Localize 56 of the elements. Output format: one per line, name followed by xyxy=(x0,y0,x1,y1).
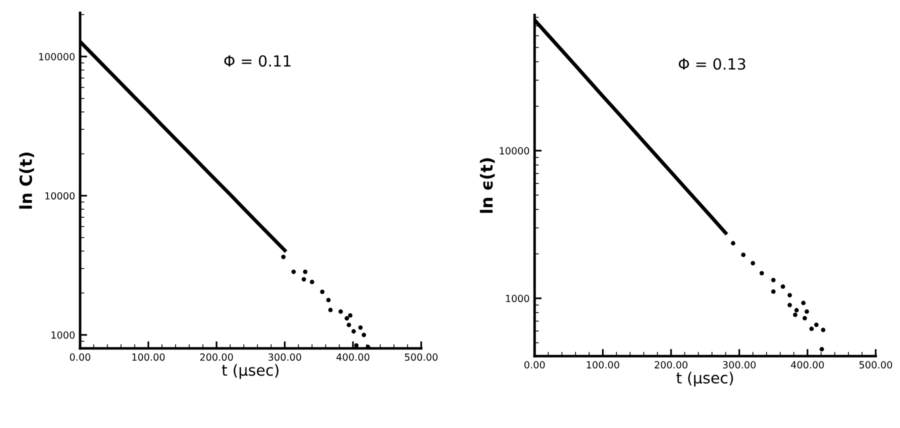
point xyxy=(760,270,764,276)
point xyxy=(794,308,799,312)
point xyxy=(346,322,352,328)
y-tick-label: 10000 xyxy=(45,192,75,200)
x-tick-label: 500.00 xyxy=(404,353,438,361)
point xyxy=(780,284,786,289)
x-tick-label: 100.00 xyxy=(586,361,620,368)
point xyxy=(338,309,343,314)
x-tick-label: 400.00 xyxy=(336,353,370,361)
point xyxy=(348,313,352,318)
point xyxy=(771,278,776,282)
point xyxy=(344,316,350,321)
x-tick-label: 200.00 xyxy=(654,361,688,368)
y-tick-label: 100000 xyxy=(39,53,75,60)
y-tick-label: 1000 xyxy=(52,331,75,339)
point xyxy=(362,332,366,338)
y-axis-title: ln C(t) xyxy=(19,152,34,209)
point xyxy=(310,280,314,284)
point xyxy=(291,270,296,274)
x-tick-label: 0.00 xyxy=(70,353,90,361)
y-tick-label: 10000 xyxy=(500,147,530,154)
point xyxy=(788,292,792,298)
point xyxy=(820,328,826,332)
x-tick-label: 0.00 xyxy=(524,361,545,368)
x-axis-title: t (μsec) xyxy=(676,372,733,387)
point xyxy=(320,290,324,294)
x-tick-label: 300.00 xyxy=(268,353,302,361)
point xyxy=(741,252,746,258)
point xyxy=(820,347,824,352)
x-tick-label: 400.00 xyxy=(790,361,824,368)
point xyxy=(730,241,736,246)
point xyxy=(793,312,798,318)
point xyxy=(809,326,814,332)
point xyxy=(358,325,363,330)
x-tick-label: 200.00 xyxy=(200,353,233,361)
point xyxy=(351,329,356,334)
point xyxy=(802,316,807,320)
point xyxy=(326,298,331,302)
point xyxy=(328,308,333,312)
point xyxy=(771,289,776,294)
point xyxy=(303,270,308,274)
x-axis-title: t (μsec) xyxy=(222,364,278,379)
x-tick-label: 500.00 xyxy=(859,361,892,368)
y-axis-title: ln ϵ(t) xyxy=(480,158,495,213)
x-tick-label: 100.00 xyxy=(132,353,165,361)
point xyxy=(814,322,819,328)
point xyxy=(281,254,286,260)
point xyxy=(302,277,306,282)
point xyxy=(788,302,792,308)
x-tick-label: 300.00 xyxy=(722,361,756,368)
point xyxy=(804,309,809,314)
point xyxy=(801,300,806,306)
annotation: Φ = 0.11 xyxy=(224,55,291,67)
annotation: Φ = 0.13 xyxy=(678,58,746,70)
y-tick-label: 1000 xyxy=(506,294,530,302)
point xyxy=(750,260,756,266)
